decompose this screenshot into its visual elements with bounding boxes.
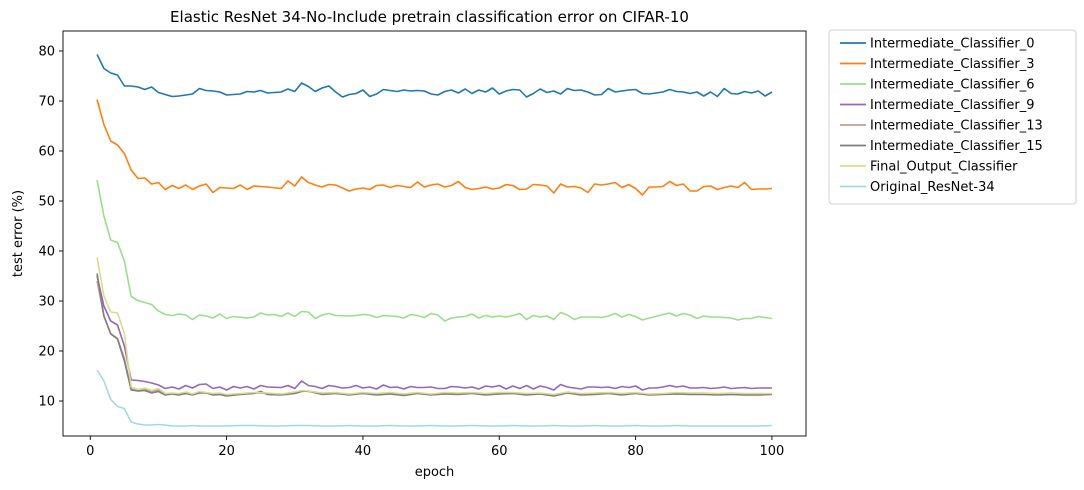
x-tick-label-2: 40 bbox=[355, 444, 372, 459]
x-tick-label-5: 100 bbox=[760, 444, 785, 459]
series-line-3 bbox=[96, 275, 772, 391]
legend-label-5: Intermediate_Classifier_15 bbox=[870, 139, 1043, 154]
y-axis: 10 20 30 40 50 60 70 80 bbox=[38, 45, 63, 410]
legend-items: Intermediate_Classifier_0 Intermediate_Cl… bbox=[840, 37, 1043, 195]
legend-label-0: Intermediate_Classifier_0 bbox=[870, 37, 1035, 52]
y-tick-label-5: 60 bbox=[38, 145, 55, 160]
x-tick-label-3: 60 bbox=[491, 444, 508, 459]
y-tick-label-3: 40 bbox=[38, 245, 55, 260]
y-tick-label-0: 10 bbox=[38, 395, 55, 410]
chart-title: Elastic ResNet 34-No-Include pretrain cl… bbox=[170, 8, 689, 26]
legend-label-1: Intermediate_Classifier_3 bbox=[870, 57, 1035, 72]
series-line-6 bbox=[96, 257, 772, 396]
y-tick-label-6: 70 bbox=[38, 95, 55, 110]
series-line-5 bbox=[96, 273, 772, 397]
y-tick-label-1: 20 bbox=[38, 345, 55, 360]
legend-label-7: Original_ResNet-34 bbox=[870, 180, 995, 195]
legend-label-4: Intermediate_Classifier_13 bbox=[870, 119, 1043, 134]
x-axis-title: epoch bbox=[415, 465, 455, 480]
x-tick-label-1: 20 bbox=[218, 444, 235, 459]
y-tick-label-2: 30 bbox=[38, 295, 55, 310]
legend-label-2: Intermediate_Classifier_6 bbox=[870, 78, 1035, 93]
plot-area: 0 20 40 60 80 100 10 20 30 40 50 60 70 80 bbox=[38, 30, 807, 459]
y-tick-label-7: 80 bbox=[38, 45, 55, 60]
y-axis-title: test error (%) bbox=[11, 190, 26, 277]
legend: Intermediate_Classifier_0 Intermediate_Cl… bbox=[828, 29, 1077, 205]
series-line-0 bbox=[96, 54, 773, 98]
x-axis: 0 20 40 60 80 100 bbox=[86, 436, 784, 459]
plot-frame bbox=[62, 30, 807, 437]
y-tick-label-4: 50 bbox=[38, 195, 55, 210]
x-tick-label-4: 80 bbox=[627, 444, 644, 459]
legend-box bbox=[828, 29, 1077, 205]
series-line-1 bbox=[96, 99, 772, 196]
legend-label-3: Intermediate_Classifier_9 bbox=[870, 98, 1035, 113]
series-line-4 bbox=[96, 280, 772, 396]
series-group bbox=[96, 54, 773, 427]
series-line-7 bbox=[96, 369, 772, 427]
x-tick-label-0: 0 bbox=[86, 444, 94, 459]
legend-label-6: Final_Output_Classifier bbox=[870, 160, 1018, 175]
series-line-2 bbox=[96, 179, 773, 322]
